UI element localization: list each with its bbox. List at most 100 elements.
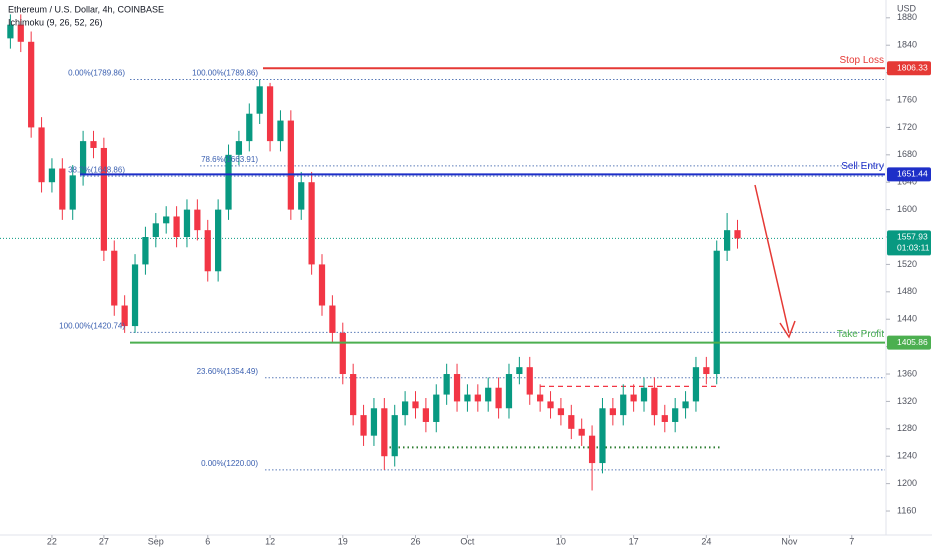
candle-body (225, 154, 232, 210)
price-tag (887, 167, 931, 182)
candle-body (287, 120, 294, 210)
candle-body (235, 141, 243, 155)
fib-label: 23.60%(1354.49) (197, 367, 259, 376)
y-tick-label: 1520 (897, 259, 917, 269)
y-tick-label: 1640 (897, 177, 917, 187)
candle-body (547, 401, 554, 409)
countdown-label: 01:03:11 (897, 243, 930, 253)
candle-body (339, 332, 346, 375)
arrow-head (779, 320, 796, 339)
candle-body (713, 250, 720, 375)
x-tick-label: 19 (338, 536, 348, 546)
x-tick-label: 17 (629, 536, 639, 546)
candle-body (100, 147, 107, 251)
candle-body (682, 401, 689, 409)
candle-body (277, 120, 284, 142)
y-tick-label: 1880 (897, 12, 917, 22)
candle-body (38, 127, 45, 183)
candle-body (672, 408, 679, 422)
candle-body (723, 230, 731, 251)
last-price-label: 1557.93 (897, 232, 928, 242)
candle-body (516, 367, 523, 375)
y-tick-label: 1480 (897, 286, 917, 296)
x-tick-label: Oct (460, 536, 475, 546)
fib-label: 78.6%(1663.91) (201, 155, 258, 164)
plot (0, 14, 890, 538)
y-tick-label: 1760 (897, 94, 917, 104)
fib-label: 0.00%(1220.00) (201, 459, 258, 468)
level-name: Stop Loss (840, 55, 884, 66)
candle-body (215, 209, 222, 272)
arrow-shaft (754, 184, 790, 334)
candle-body (121, 305, 128, 327)
candle-body (111, 250, 118, 306)
level-name: Sell Entry (841, 161, 884, 172)
candle-body (79, 141, 87, 176)
candle-body (370, 408, 378, 436)
candle-body (48, 168, 56, 183)
y-tick-label: 1720 (897, 122, 917, 132)
candle-body (640, 387, 648, 402)
candle-body (204, 230, 211, 272)
candle-body (350, 374, 357, 416)
candle-body (131, 264, 139, 327)
candle-body (557, 408, 565, 416)
y-tick-label: 1440 (897, 314, 917, 324)
fib-label: 38.2%(1648.86) (68, 165, 125, 174)
x-tick-label: 6 (205, 536, 210, 546)
x-tick-label: 27 (99, 536, 109, 546)
candle-body (526, 367, 533, 395)
y-tick-label: 1240 (897, 451, 917, 461)
candle-body (256, 86, 263, 114)
candle-body (329, 305, 336, 333)
candle-body (391, 415, 398, 457)
candle-body (485, 387, 492, 402)
candle-body (588, 435, 596, 464)
candle-body (505, 374, 513, 409)
candle-body (298, 182, 305, 210)
candle-body (142, 237, 149, 265)
y-tick-label: 1280 (897, 423, 917, 433)
candle-body (537, 394, 544, 402)
candle-body (152, 223, 159, 238)
price-tag-label: 1651.44 (897, 169, 928, 179)
price-tag (887, 61, 931, 76)
fib-label: 0.00%(1789.86) (68, 69, 125, 78)
candle-body (308, 182, 315, 265)
y-tick-label: 1680 (897, 149, 917, 159)
x-tick-label: 24 (701, 536, 711, 546)
indicator-label: Ichimoku (9, 26, 52, 26) (8, 17, 103, 27)
chart-title: Ethereum / U.S. Dollar, 4h, COINBASE (8, 4, 164, 14)
candle-body (7, 24, 14, 39)
candle-body (453, 374, 461, 402)
candle-body (266, 86, 274, 142)
level-name: Take Profit (837, 329, 884, 340)
candle-body (183, 209, 191, 238)
candle-body (651, 387, 658, 416)
candle-body (620, 394, 627, 416)
x-tick-label: 10 (556, 536, 566, 546)
price-tag-label: 1806.33 (897, 63, 928, 73)
candle-body (422, 408, 429, 422)
candle-body (69, 175, 76, 210)
candle-body (318, 264, 326, 306)
candle-body (568, 415, 575, 429)
candle-body (59, 168, 66, 210)
candle-body (173, 216, 180, 238)
x-tick-label: Sep (148, 536, 164, 546)
y-tick-label: 1200 (897, 478, 917, 488)
x-tick-label: 12 (265, 536, 275, 546)
candle-body (360, 415, 367, 436)
candle-body (17, 24, 24, 42)
candle-body (578, 428, 585, 436)
candle-body (734, 230, 741, 239)
fib-label: 100.00%(1789.86) (192, 69, 258, 78)
candle-body (630, 394, 637, 402)
y-tick-label: 1600 (897, 204, 917, 214)
candle-body (381, 408, 388, 457)
candle-body (443, 374, 450, 395)
candle-body (692, 367, 700, 402)
